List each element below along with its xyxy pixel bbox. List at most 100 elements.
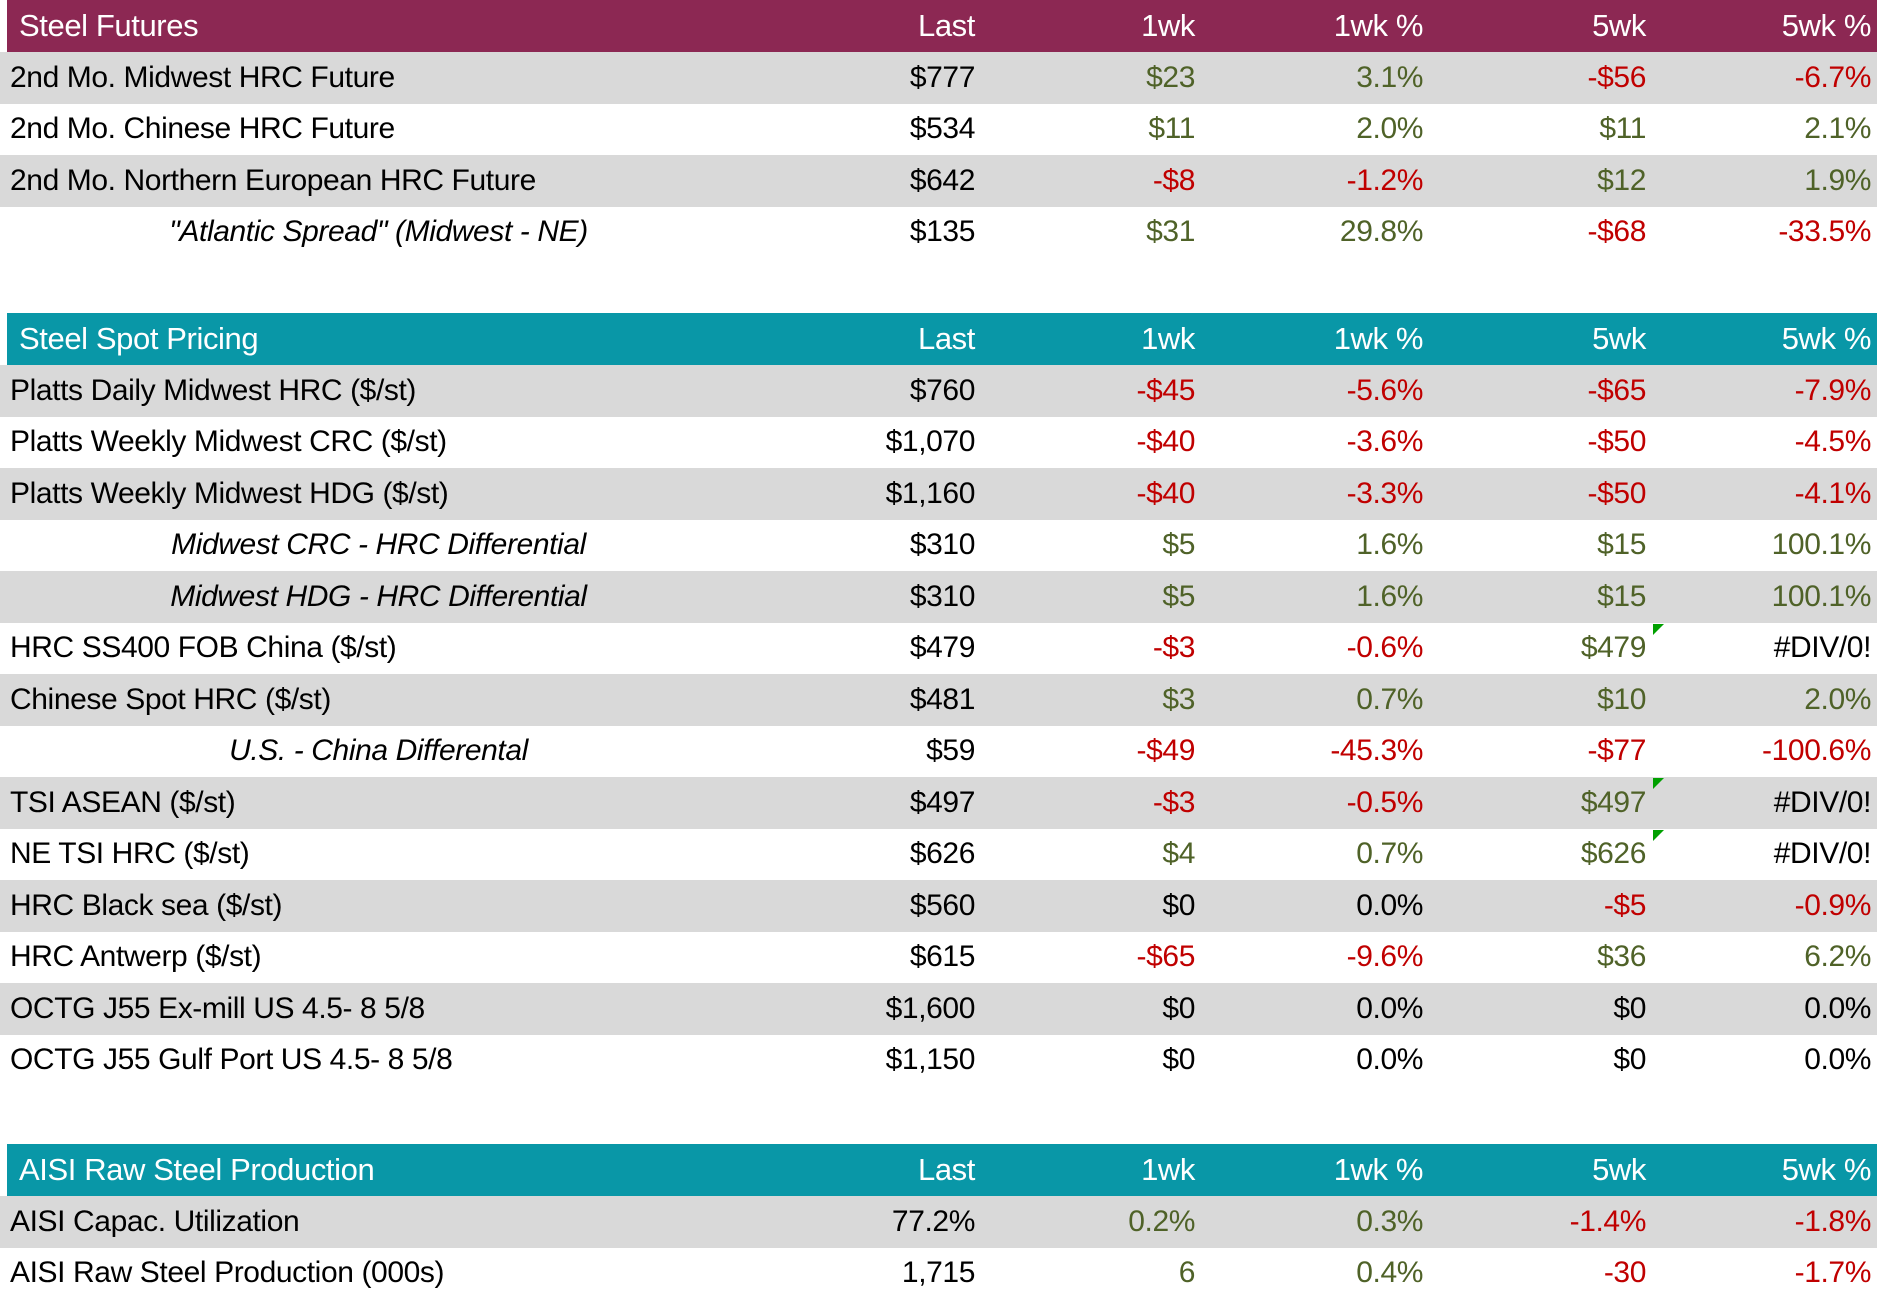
cell-5wk[interactable]: $497 [1429,777,1652,829]
cell-1wk[interactable]: -$65 [981,932,1201,984]
cell-1wk[interactable]: -$8 [981,155,1201,207]
cell-last[interactable]: $59 [757,726,981,778]
row-label[interactable]: 2nd Mo. Midwest HRC Future [10,60,395,94]
cell-5wk[interactable]: $10 [1429,674,1652,726]
cell-5wk[interactable]: $12 [1429,155,1652,207]
cell-last[interactable]: $497 [757,777,981,829]
cell-1wk-pct[interactable]: -3.6% [1201,417,1429,469]
cell-last[interactable]: $777 [757,52,981,104]
row-label[interactable]: AISI Raw Steel Production (000s) [10,1256,445,1290]
cell-1wk-pct[interactable]: 0.4% [1201,1248,1429,1300]
row-label[interactable]: Chinese Spot HRC ($/st) [10,682,331,716]
cell-5wk[interactable]: -$77 [1429,726,1652,778]
cell-5wk[interactable]: -$50 [1429,468,1652,520]
cell-last[interactable]: $310 [757,520,981,572]
cell-1wk-pct[interactable]: -1.2% [1201,155,1429,207]
cell-last[interactable]: $1,150 [757,1035,981,1087]
cell-5wk-pct[interactable]: -0.9% [1652,880,1877,932]
row-label[interactable]: Midwest HDG - HRC Differential [170,579,587,613]
cell-5wk[interactable]: -30 [1429,1248,1652,1300]
row-label[interactable]: OCTG J55 Gulf Port US 4.5- 8 5/8 [10,1043,453,1077]
cell-5wk-pct[interactable]: 6.2% [1652,932,1877,984]
cell-1wk[interactable]: -$49 [981,726,1201,778]
cell-5wk-pct[interactable]: 2.1% [1652,104,1877,156]
cell-1wk[interactable]: $31 [981,207,1201,259]
cell-1wk-pct[interactable]: -0.5% [1201,777,1429,829]
row-label[interactable]: U.S. - China Differental [229,734,528,768]
cell-last[interactable]: $760 [757,365,981,417]
cell-5wk-pct[interactable]: -1.8% [1652,1196,1877,1248]
cell-5wk-pct[interactable]: -4.1% [1652,468,1877,520]
cell-5wk-pct[interactable]: 2.0% [1652,674,1877,726]
cell-1wk-pct[interactable]: -3.3% [1201,468,1429,520]
cell-1wk[interactable]: $5 [981,520,1201,572]
row-label[interactable]: Platts Daily Midwest HRC ($/st) [10,373,417,407]
cell-last[interactable]: $560 [757,880,981,932]
row-label[interactable]: 2nd Mo. Northern European HRC Future [10,163,536,197]
cell-5wk[interactable]: $626 [1429,829,1652,881]
cell-last[interactable]: $481 [757,674,981,726]
cell-1wk[interactable]: 0.2% [981,1196,1201,1248]
cell-1wk-pct[interactable]: 3.1% [1201,52,1429,104]
cell-5wk-pct[interactable]: #DIV/0! [1652,777,1877,829]
cell-last[interactable]: $626 [757,829,981,881]
cell-1wk[interactable]: 6 [981,1248,1201,1300]
row-label[interactable]: OCTG J55 Ex-mill US 4.5- 8 5/8 [10,991,425,1025]
cell-5wk-pct[interactable]: -1.7% [1652,1248,1877,1300]
cell-5wk[interactable]: -$68 [1429,207,1652,259]
cell-5wk-pct[interactable]: 0.0% [1652,1035,1877,1087]
cell-1wk[interactable]: $0 [981,880,1201,932]
cell-5wk[interactable]: $15 [1429,520,1652,572]
cell-1wk-pct[interactable]: -45.3% [1201,726,1429,778]
row-label[interactable]: Platts Weekly Midwest HDG ($/st) [10,476,449,510]
cell-1wk[interactable]: -$40 [981,468,1201,520]
row-label[interactable]: 2nd Mo. Chinese HRC Future [10,112,395,146]
cell-1wk-pct[interactable]: -0.6% [1201,623,1429,675]
section-header-steel-spot-pricing[interactable]: Steel Spot Pricing Last 1wk 1wk % 5wk 5wk % [7,313,1877,365]
row-label[interactable]: HRC SS400 FOB China ($/st) [10,631,397,665]
cell-5wk-pct[interactable]: #DIV/0! [1652,623,1877,675]
cell-5wk[interactable]: -$5 [1429,880,1652,932]
cell-1wk-pct[interactable]: 0.3% [1201,1196,1429,1248]
cell-1wk-pct[interactable]: 0.0% [1201,1035,1429,1087]
cell-5wk[interactable]: $479 [1429,623,1652,675]
cell-last[interactable]: $479 [757,623,981,675]
cell-1wk-pct[interactable]: 0.7% [1201,829,1429,881]
cell-1wk-pct[interactable]: 0.0% [1201,983,1429,1035]
cell-1wk[interactable]: -$3 [981,623,1201,675]
cell-1wk-pct[interactable]: 2.0% [1201,104,1429,156]
cell-last[interactable]: $642 [757,155,981,207]
cell-5wk[interactable]: $0 [1429,983,1652,1035]
row-label[interactable]: HRC Black sea ($/st) [10,888,283,922]
cell-1wk-pct[interactable]: 0.7% [1201,674,1429,726]
section-header-aisi-raw-steel-production[interactable]: AISI Raw Steel Production Last 1wk 1wk % 5wk… [7,1144,1877,1196]
cell-1wk-pct[interactable]: -9.6% [1201,932,1429,984]
cell-1wk-pct[interactable]: -5.6% [1201,365,1429,417]
cell-5wk[interactable]: -1.4% [1429,1196,1652,1248]
cell-5wk[interactable]: -$56 [1429,52,1652,104]
cell-last[interactable]: $310 [757,571,981,623]
row-label[interactable]: TSI ASEAN ($/st) [10,785,236,819]
cell-last[interactable]: $534 [757,104,981,156]
cell-1wk-pct[interactable]: 29.8% [1201,207,1429,259]
cell-1wk[interactable]: -$45 [981,365,1201,417]
row-label[interactable]: NE TSI HRC ($/st) [10,837,250,871]
row-label[interactable]: Platts Weekly Midwest CRC ($/st) [10,425,447,459]
row-label[interactable]: AISI Capac. Utilization [10,1204,300,1238]
cell-1wk[interactable]: -$40 [981,417,1201,469]
cell-1wk-pct[interactable]: 1.6% [1201,520,1429,572]
cell-5wk[interactable]: -$65 [1429,365,1652,417]
cell-1wk-pct[interactable]: 1.6% [1201,571,1429,623]
cell-5wk-pct[interactable]: -4.5% [1652,417,1877,469]
cell-5wk-pct[interactable]: 100.1% [1652,571,1877,623]
row-label[interactable]: Midwest CRC - HRC Differential [171,528,586,562]
cell-last[interactable]: $615 [757,932,981,984]
row-label[interactable]: "Atlantic Spread" (Midwest - NE) [169,215,588,249]
cell-5wk[interactable]: $0 [1429,1035,1652,1087]
cell-5wk[interactable]: $11 [1429,104,1652,156]
cell-5wk-pct[interactable]: -6.7% [1652,52,1877,104]
cell-last[interactable]: $1,070 [757,417,981,469]
cell-last[interactable]: $135 [757,207,981,259]
cell-1wk-pct[interactable]: 0.0% [1201,880,1429,932]
cell-1wk[interactable]: -$3 [981,777,1201,829]
